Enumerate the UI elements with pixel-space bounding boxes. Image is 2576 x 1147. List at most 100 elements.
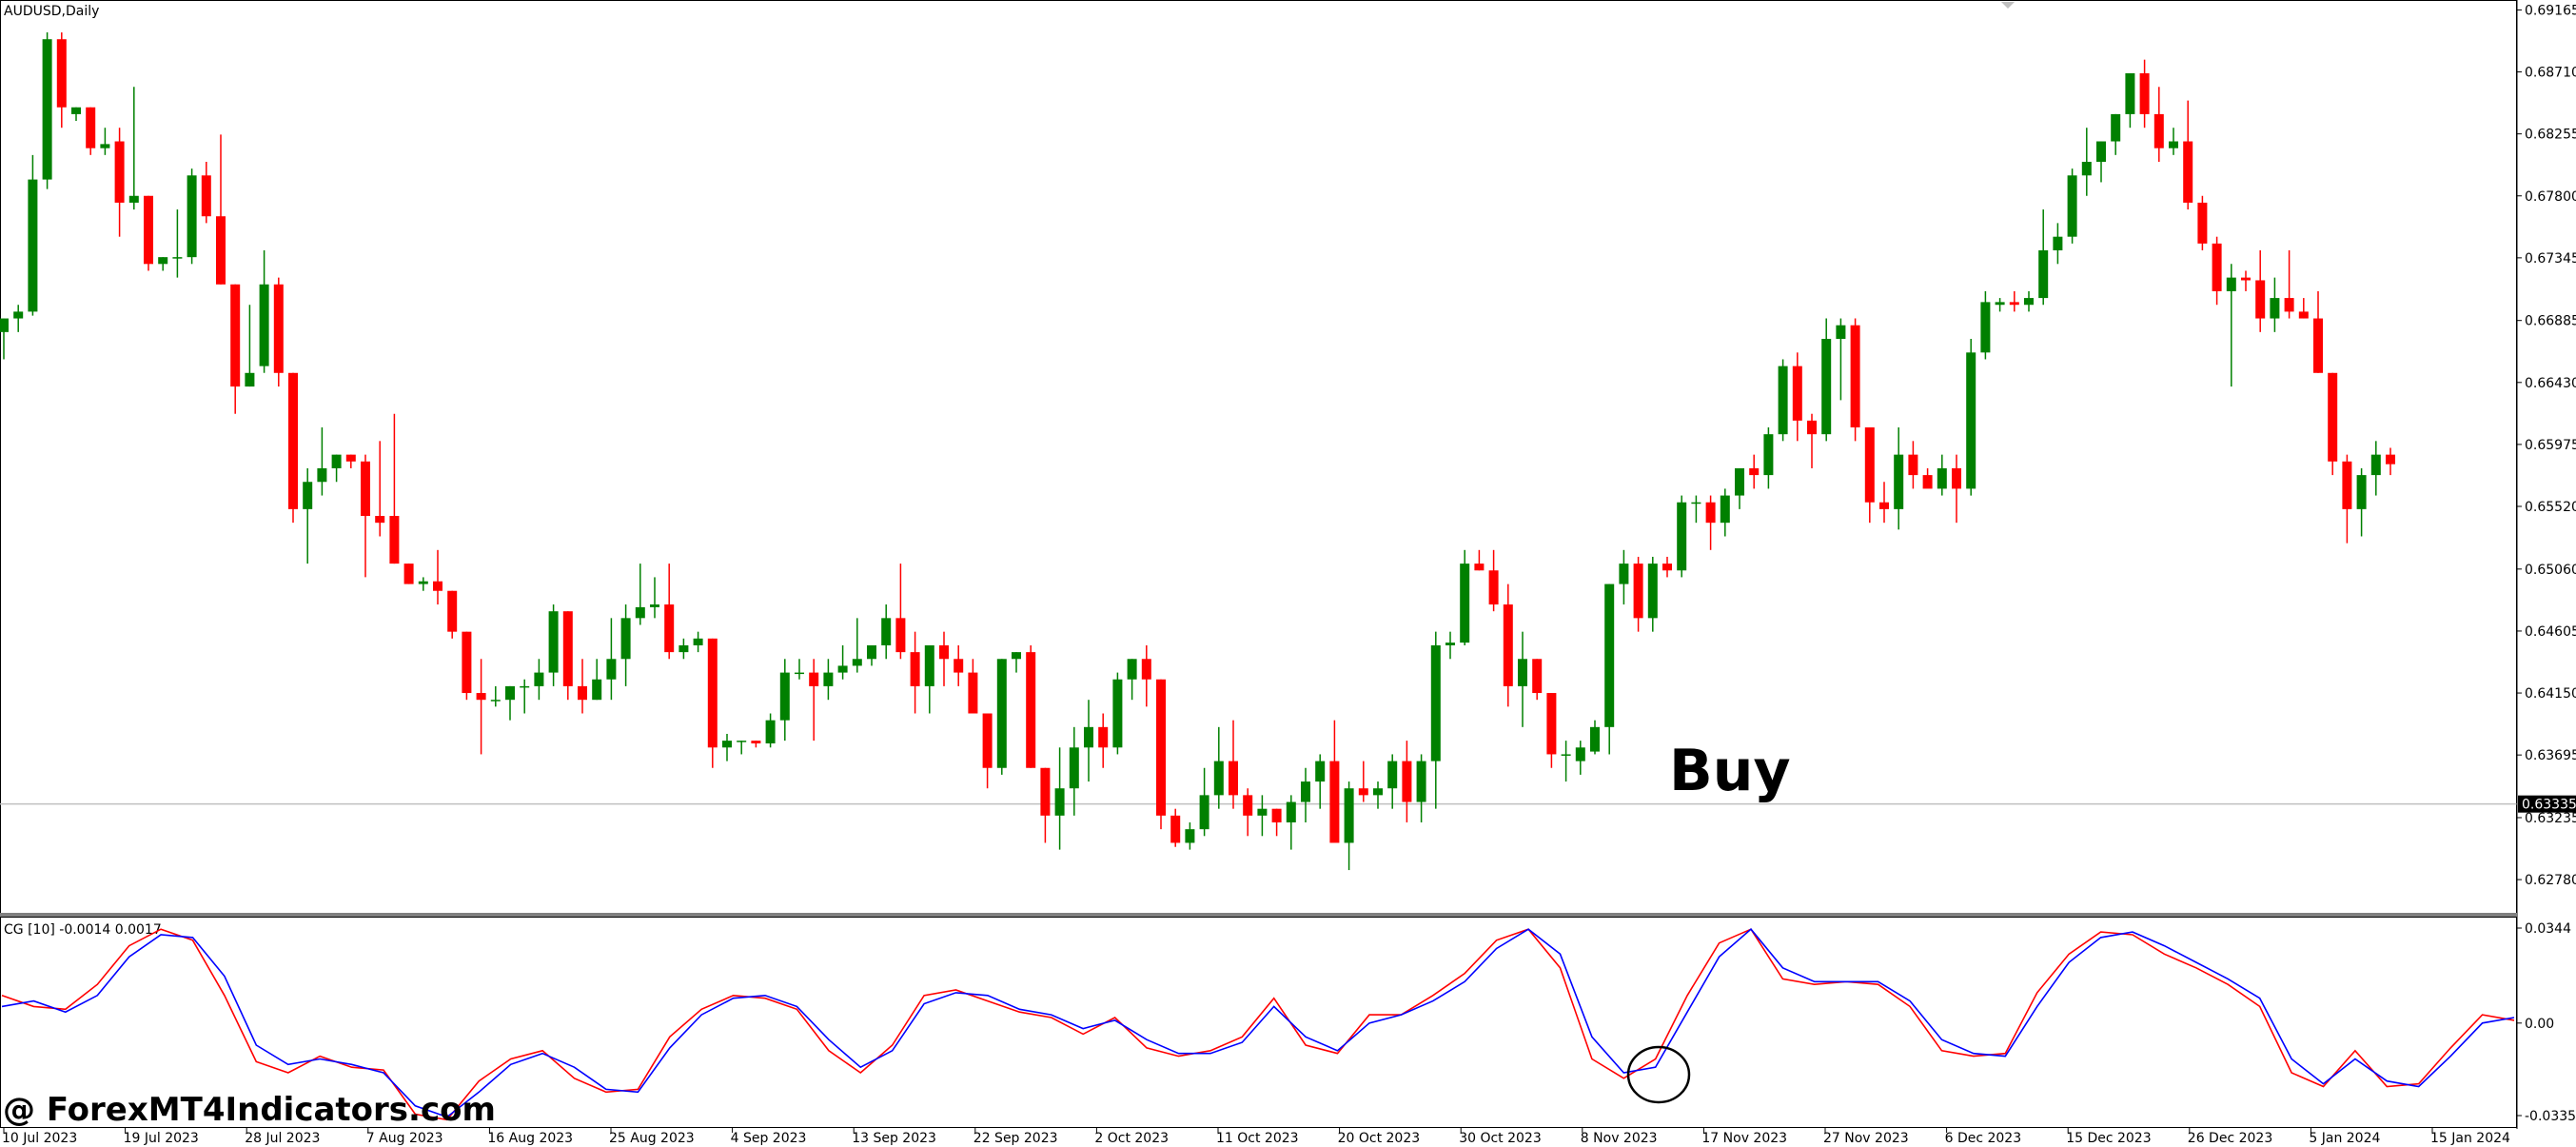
candle-body [1532,659,1543,694]
candle-body [1402,761,1412,802]
candle-body [1922,475,1933,489]
candle-body [1619,564,1629,584]
candle [1662,556,1672,578]
candle-body [1170,815,1181,843]
candle-body [2153,113,2164,148]
candle-body [982,713,993,768]
time-tick-label: 16 Aug 2023 [487,1131,573,1146]
candle-body [1040,767,1051,816]
signal-line [1,928,2515,1118]
candle-body [2125,72,2135,114]
candle [1112,672,1123,755]
candle [678,638,689,660]
candle-body [534,672,544,686]
candle [1503,583,1513,707]
price-tick-label: 0.63235 [2525,811,2576,826]
time-tick-label: 10 Jul 2023 [2,1131,77,1146]
candle-body [779,672,790,721]
candle-body [1952,467,1961,489]
indicator-pane[interactable]: CG [10] -0.0014 0.0017 @ ForexMT4Indicat… [0,917,2517,1130]
time-tick-label: 20 Oct 2023 [1338,1131,1421,1146]
candle [1604,583,1615,755]
candle-body [2370,454,2381,476]
candle-body [100,144,110,148]
candle [939,631,949,686]
candle [2197,195,2208,250]
candle-body [837,665,848,673]
candle-body [809,672,819,686]
candle-body [2183,141,2193,203]
candle [635,564,645,625]
symbol-label: AUDUSD,Daily [4,4,99,19]
candle-body [1445,643,1455,645]
candle-body [1647,564,1658,619]
candle [1286,795,1296,850]
candle-body [259,284,269,366]
candle [548,604,559,686]
candle-body [1098,726,1109,748]
candle [403,564,414,584]
candle [1952,454,1961,524]
candle-body [737,741,747,742]
candle-body [852,659,862,666]
candle [520,679,530,714]
candle [592,659,602,701]
candle-body [71,107,81,114]
price-pane[interactable]: AUDUSD,Daily Buy [0,0,2517,914]
candle-body [2298,311,2309,319]
candle [418,577,428,591]
candle [389,413,400,564]
candle-body [13,311,24,319]
candle [1792,352,1802,442]
candle [2153,87,2164,162]
candle-body [765,720,776,743]
candle-body [86,107,96,148]
time-tick-label: 6 Dec 2023 [1945,1131,2022,1146]
candle-body [2024,298,2034,306]
scroll-marker-icon[interactable] [2001,2,2015,9]
candle-body [114,141,125,203]
candle [2298,298,2309,319]
candle-body [1430,644,1441,761]
candle [1807,413,1817,468]
candle [1749,454,1760,489]
candle [2096,141,2106,183]
candle [664,564,675,660]
candle-body [722,741,732,748]
candle [28,154,38,316]
candle [1691,495,1701,524]
candle [1720,488,1730,537]
candle [1213,726,1224,809]
candle-body [433,581,442,591]
candle-body [968,672,978,714]
candle [1980,290,1991,360]
candle-body [751,741,761,743]
candle-body [562,611,573,686]
candle-body [245,372,255,387]
candle-body [1735,467,1744,496]
candle [765,713,776,748]
candle [1185,821,1195,850]
candle [230,284,241,414]
candle [375,441,385,537]
candle [1373,781,1383,809]
candle-body [0,318,9,332]
price-tick-label: 0.64150 [2525,686,2576,702]
candle [924,644,934,714]
time-tick-label: 22 Sep 2023 [973,1131,1058,1146]
candle-body [1054,788,1065,816]
candle-body [1937,467,1947,489]
candle [2125,72,2135,129]
candle [288,372,298,524]
candle-body [2081,161,2092,176]
candle [1170,808,1181,847]
candle [2255,249,2266,332]
candle [2053,223,2063,265]
candle-body [1807,420,1817,435]
candle [2038,209,2049,306]
candle-body [606,659,617,680]
candle [2284,249,2294,319]
candle-body [1344,788,1354,843]
candle [56,32,67,129]
